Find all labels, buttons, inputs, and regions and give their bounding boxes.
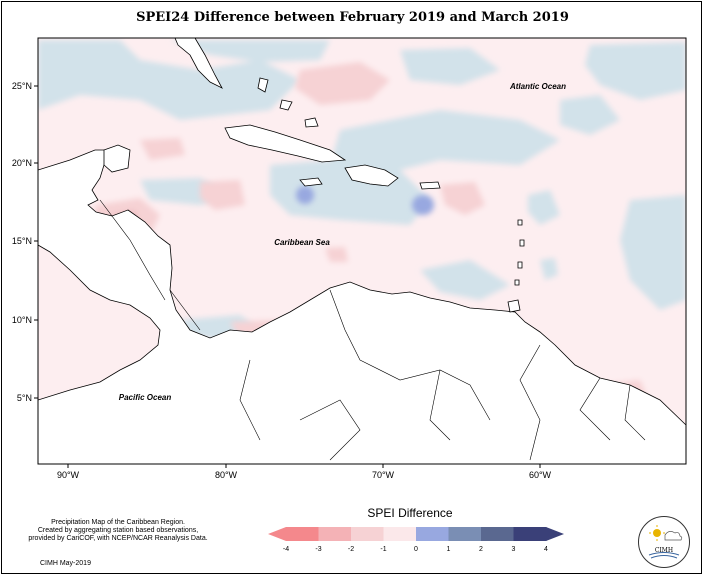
logo-text: CIMH xyxy=(654,547,674,554)
land-outlines xyxy=(38,38,686,464)
lon-tick-90: 90°W xyxy=(57,470,80,480)
legend-swatch xyxy=(351,527,384,541)
lat-tick-25: 25°N xyxy=(12,81,32,91)
map-border xyxy=(37,37,687,465)
legend-swatch xyxy=(286,527,319,541)
legend-tick-label: -1 xyxy=(380,546,386,553)
legend-swatch xyxy=(318,527,352,541)
lat-tick-10: 10°N xyxy=(12,315,32,325)
legend-tick-label: 1 xyxy=(447,546,451,553)
legend-tick-label: 2 xyxy=(479,546,483,553)
legend-swatch xyxy=(383,527,417,541)
legend-tick-label: 4 xyxy=(544,546,548,553)
legend-tick-label: -3 xyxy=(315,546,321,553)
pacific-ocean-label: Pacific Ocean xyxy=(119,393,172,402)
legend-swatch xyxy=(416,527,449,541)
footer-credit: CIMH May-2019 xyxy=(40,560,91,567)
legend-colorbar xyxy=(268,527,564,541)
legend-swatch xyxy=(448,527,482,541)
legend-title: SPEI Difference xyxy=(367,506,453,520)
cimh-logo: CIMH xyxy=(638,516,690,568)
country-borders xyxy=(99,199,646,461)
legend-swatch xyxy=(513,527,547,541)
footer-line-1: Precipitation Map of the Caribbean Regio… xyxy=(51,519,185,526)
caribbean-sea-label: Caribbean Sea xyxy=(274,238,330,247)
map-title: SPEI24 Difference between February 2019 … xyxy=(136,10,569,25)
legend-tick-label: -2 xyxy=(348,546,354,553)
legend-tick-label: 3 xyxy=(512,546,516,553)
atlantic-ocean-label: Atlantic Ocean xyxy=(509,82,566,91)
lat-tick-20: 20°N xyxy=(12,158,32,168)
legend-ticks: -4 -3 -2 -1 0 1 2 3 4 xyxy=(283,546,548,553)
lat-tick-marks xyxy=(34,85,38,399)
legend-tick-label: -4 xyxy=(283,546,289,553)
legend-arrow-max xyxy=(546,527,564,541)
legend-tick-label: 0 xyxy=(414,546,418,553)
lat-tick-5: 5°N xyxy=(17,393,32,403)
footer-line-3: provided by CariCOF, with NCEP/NCAR Rean… xyxy=(28,535,208,542)
lon-tick-marks xyxy=(67,464,541,468)
logo-emblem-icon xyxy=(648,525,683,559)
lon-tick-80: 80°W xyxy=(215,470,238,480)
footer-line-2: Created by aggregating station based obs… xyxy=(37,527,199,534)
lon-tick-60: 60°W xyxy=(529,470,552,480)
legend-swatch xyxy=(481,527,514,541)
lat-tick-15: 15°N xyxy=(12,236,32,246)
lon-tick-70: 70°W xyxy=(372,470,395,480)
legend-arrow-min xyxy=(268,527,286,541)
